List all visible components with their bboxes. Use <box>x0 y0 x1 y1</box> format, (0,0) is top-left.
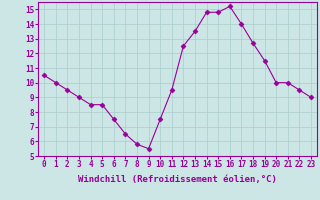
X-axis label: Windchill (Refroidissement éolien,°C): Windchill (Refroidissement éolien,°C) <box>78 175 277 184</box>
